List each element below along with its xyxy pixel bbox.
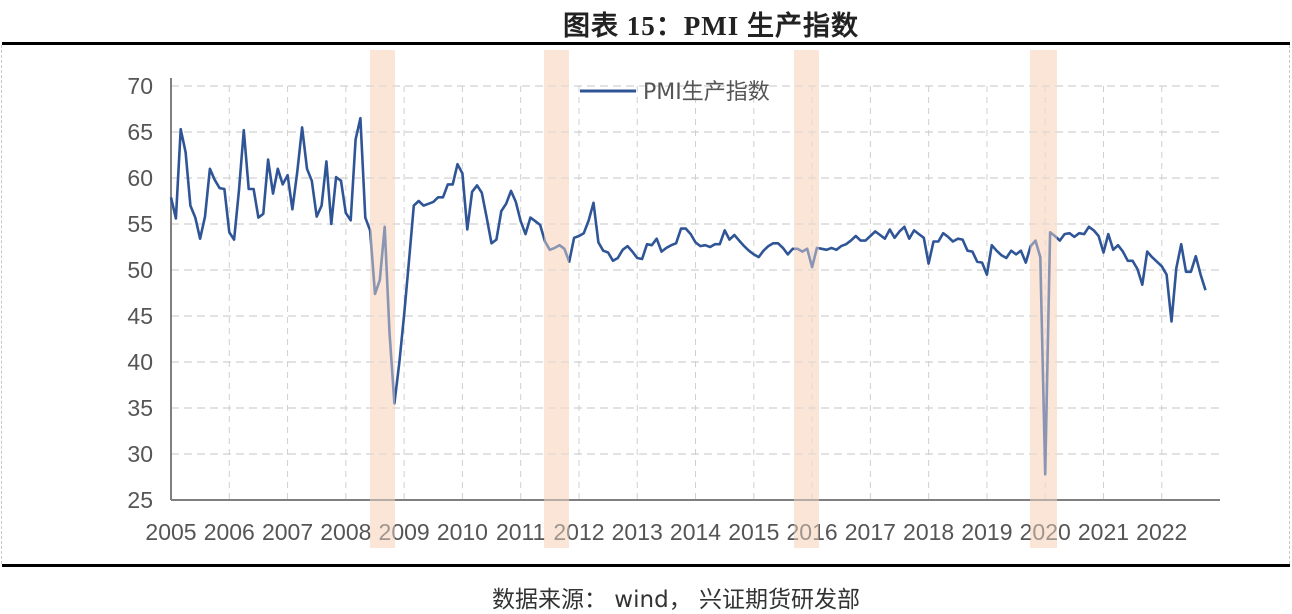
top-rule: [2, 42, 1290, 45]
frame-left-border: [1, 45, 2, 564]
shaded-period-overlay: [370, 50, 395, 548]
shaded-period: [794, 50, 819, 548]
y-tick-label: 70: [127, 73, 153, 99]
frame-right-border: [1289, 45, 1290, 564]
y-tick-label: 65: [127, 119, 153, 145]
vertical-gridlines: [228, 86, 1163, 500]
legend: PMI生产指数: [580, 80, 770, 105]
shaded-period: [370, 50, 395, 548]
data-source-note: 数据来源： wind， 兴证期货研发部: [492, 587, 860, 613]
x-tick-label: 2016: [786, 519, 837, 545]
series-pmi-production: [169, 50, 1207, 548]
y-tick-label: 40: [127, 349, 153, 375]
x-tick-label: 2020: [1020, 519, 1071, 545]
x-tick-label: 2015: [728, 519, 779, 545]
y-tick-label: 30: [127, 441, 153, 467]
figure-title: 图表 15：PMI 生产指数: [563, 11, 859, 41]
y-tick-label: 25: [127, 487, 153, 513]
x-tick-label: 2011: [496, 519, 545, 545]
y-tick-label: 45: [127, 303, 153, 329]
x-tick-label: 2008: [320, 519, 371, 545]
horizontal-gridlines: [171, 85, 1220, 455]
y-tick-label: 35: [127, 395, 153, 421]
shaded-period-overlay: [544, 50, 569, 548]
y-tick-label: 50: [127, 257, 153, 283]
shaded-period-overlay: [794, 50, 819, 548]
x-axis-tick-labels: 2005 2006 2007 2008 2009 2010 2011 2012 2013 2014…: [145, 519, 1187, 545]
shaded-period: [1030, 50, 1057, 548]
x-tick-label: 2013: [612, 519, 663, 545]
x-tick-label: 2017: [845, 519, 896, 545]
x-tick-label: 2007: [262, 519, 313, 545]
shaded-period: [544, 50, 569, 548]
x-tick-label: 2021: [1078, 519, 1129, 545]
shaded-period-overlay: [1030, 50, 1057, 548]
y-tick-label: 55: [127, 211, 153, 237]
x-tick-label: 2012: [553, 519, 604, 545]
series-line: [169, 116, 1207, 476]
y-tick-label: 60: [127, 165, 153, 191]
legend-label: PMI生产指数: [643, 80, 770, 105]
x-tick-label: 2022: [1136, 519, 1187, 545]
x-tick-label: 2005: [145, 519, 196, 545]
x-tick-label: 2010: [437, 519, 488, 545]
shaded-periods: [370, 50, 1057, 548]
x-tick-label: 2019: [961, 519, 1012, 545]
axes: [170, 78, 1220, 501]
x-tick-label: 2018: [903, 519, 954, 545]
bottom-rule: [2, 564, 1290, 567]
x-tick-label: 2006: [204, 519, 255, 545]
y-axis-tick-labels: 25 30 35 40 45 50 55 60 65 70: [127, 73, 153, 513]
x-tick-label: 2009: [379, 519, 430, 545]
x-tick-label: 2014: [670, 519, 721, 545]
